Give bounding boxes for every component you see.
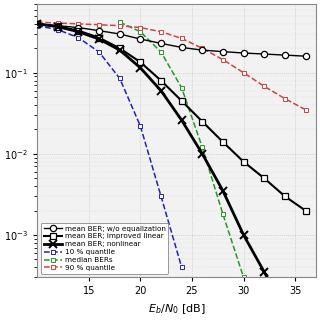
90 % quantile [97, 23, 101, 27]
mean BER; w/o equalization [304, 54, 308, 58]
10 % quantile [97, 50, 101, 54]
Legend: mean BER; w/o equalization, mean BER; improved linear, mean BER; nonlinear, 10 %: mean BER; w/o equalization, mean BER; im… [41, 223, 168, 274]
10 % quantile [76, 36, 80, 40]
90 % quantile [139, 26, 142, 29]
mean BER; improved linear [139, 60, 142, 64]
90 % quantile [242, 71, 245, 75]
mean BER; improved linear [283, 194, 287, 198]
mean BER; improved linear [221, 140, 225, 144]
10 % quantile [35, 24, 39, 28]
90 % quantile [283, 97, 287, 100]
mean BER; nonlinear [283, 308, 287, 312]
mean BER; w/o equalization [56, 24, 60, 28]
mean BER; nonlinear [200, 152, 204, 156]
Line: 10 % quantile: 10 % quantile [35, 23, 184, 270]
median BERs [180, 86, 184, 90]
Line: mean BER; w/o equalization: mean BER; w/o equalization [34, 21, 308, 59]
Line: 90 % quantile: 90 % quantile [35, 20, 308, 112]
90 % quantile [118, 24, 122, 28]
mean BER; nonlinear [242, 233, 245, 237]
90 % quantile [159, 30, 163, 34]
median BERs [221, 212, 225, 216]
90 % quantile [262, 84, 266, 88]
90 % quantile [221, 58, 225, 61]
mean BER; improved linear [180, 99, 184, 103]
mean BER; w/o equalization [242, 51, 245, 55]
mean BER; improved linear [262, 176, 266, 180]
10 % quantile [139, 124, 142, 128]
mean BER; improved linear [118, 46, 122, 50]
10 % quantile [56, 28, 60, 32]
90 % quantile [56, 21, 60, 25]
90 % quantile [76, 22, 80, 26]
mean BER; w/o equalization [200, 48, 204, 52]
mean BER; w/o equalization [262, 52, 266, 56]
mean BER; w/o equalization [159, 42, 163, 45]
10 % quantile [159, 194, 163, 198]
mean BER; w/o equalization [35, 22, 39, 26]
mean BER; nonlinear [159, 89, 163, 93]
mean BER; improved linear [76, 29, 80, 33]
mean BER; nonlinear [118, 48, 122, 52]
mean BER; nonlinear [56, 25, 60, 28]
10 % quantile [180, 265, 184, 269]
median BERs [200, 146, 204, 149]
mean BER; improved linear [35, 22, 39, 26]
mean BER; nonlinear [35, 22, 39, 26]
mean BER; w/o equalization [221, 50, 225, 53]
mean BER; w/o equalization [283, 53, 287, 57]
Line: mean BER; improved linear: mean BER; improved linear [34, 21, 308, 214]
mean BER; w/o equalization [118, 32, 122, 36]
Line: median BERs: median BERs [117, 20, 267, 320]
90 % quantile [304, 108, 308, 112]
10 % quantile [118, 76, 122, 80]
mean BER; nonlinear [97, 37, 101, 41]
mean BER; improved linear [242, 160, 245, 164]
median BERs [118, 20, 122, 24]
median BERs [139, 30, 142, 34]
median BERs [159, 50, 163, 54]
90 % quantile [200, 46, 204, 50]
Line: mean BER; nonlinear: mean BER; nonlinear [33, 20, 309, 320]
mean BER; w/o equalization [139, 37, 142, 41]
90 % quantile [180, 36, 184, 40]
mean BER; improved linear [200, 120, 204, 124]
mean BER; improved linear [56, 25, 60, 28]
90 % quantile [35, 20, 39, 24]
mean BER; nonlinear [76, 30, 80, 34]
mean BER; nonlinear [139, 66, 142, 70]
mean BER; nonlinear [221, 189, 225, 193]
mean BER; nonlinear [180, 118, 184, 122]
mean BER; improved linear [97, 36, 101, 40]
mean BER; w/o equalization [180, 45, 184, 49]
median BERs [242, 276, 245, 279]
mean BER; w/o equalization [97, 29, 101, 33]
mean BER; nonlinear [262, 270, 266, 274]
mean BER; improved linear [159, 79, 163, 83]
mean BER; improved linear [304, 209, 308, 212]
mean BER; w/o equalization [76, 26, 80, 29]
X-axis label: $E_b/N_0$ [dB]: $E_b/N_0$ [dB] [148, 302, 205, 316]
